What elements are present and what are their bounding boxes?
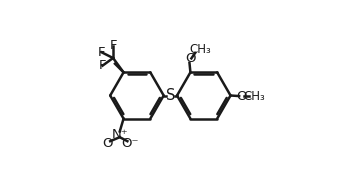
Text: O⁻: O⁻	[121, 137, 139, 150]
Text: O: O	[102, 137, 112, 150]
Text: F: F	[98, 46, 105, 59]
Text: F: F	[99, 59, 106, 72]
Text: S: S	[166, 88, 175, 103]
Text: O: O	[185, 52, 196, 65]
Text: N⁺: N⁺	[111, 128, 128, 141]
Text: CH₃: CH₃	[189, 43, 211, 56]
Text: O: O	[237, 90, 247, 103]
Text: CH₃: CH₃	[244, 90, 265, 103]
Text: F: F	[109, 39, 117, 52]
